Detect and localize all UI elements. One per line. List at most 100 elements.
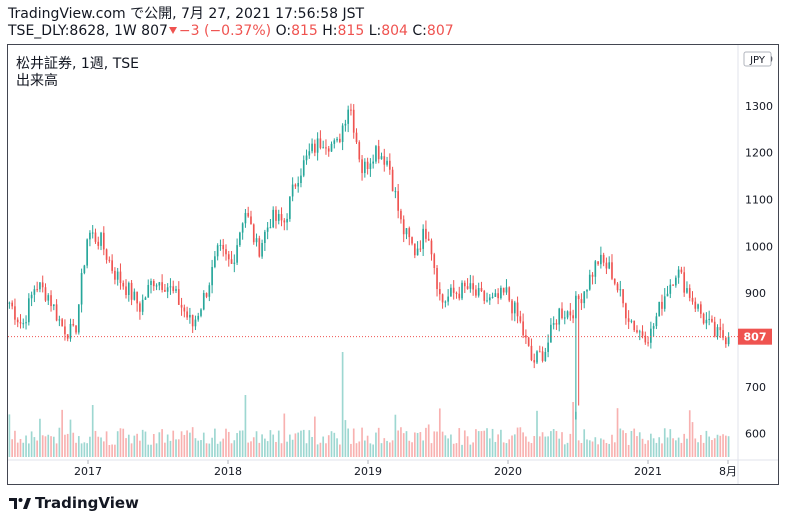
candle-body xyxy=(16,319,19,323)
volume-bar xyxy=(663,428,666,457)
candle-body xyxy=(44,287,47,301)
volume-bar xyxy=(258,442,261,457)
candle-body xyxy=(625,303,627,319)
volume-bar xyxy=(33,437,36,457)
candle-body xyxy=(314,143,316,153)
candle-body xyxy=(361,159,363,174)
candle-body xyxy=(286,218,288,223)
open-value: 815 xyxy=(291,23,318,39)
currency-badge xyxy=(743,51,772,67)
volume-bar xyxy=(152,434,155,457)
candle-body xyxy=(336,138,338,141)
candle-body xyxy=(611,262,613,279)
candle-body xyxy=(208,285,211,297)
candle-body xyxy=(316,138,319,153)
volume-bar xyxy=(425,427,427,457)
volume-bar xyxy=(316,444,319,457)
volume-bar xyxy=(450,434,452,457)
candle-body xyxy=(169,286,172,288)
volume-bar xyxy=(244,395,247,457)
candle-body xyxy=(327,148,330,152)
volume-bar xyxy=(325,443,327,457)
candle-body xyxy=(558,308,561,325)
candle-body xyxy=(280,214,283,221)
candle-body xyxy=(686,288,688,293)
candle-body xyxy=(41,282,44,288)
volume-bar xyxy=(86,443,88,457)
candle-body xyxy=(408,228,411,238)
volume-bar xyxy=(333,432,336,457)
volume-bar xyxy=(375,432,377,457)
price-tick-label: 1000 xyxy=(745,240,773,253)
candle-body xyxy=(391,169,394,192)
candle-body xyxy=(377,146,380,160)
volume-bar xyxy=(155,443,158,457)
volume-bar xyxy=(472,442,474,457)
chart-frame[interactable] xyxy=(7,44,779,485)
volume-bar xyxy=(277,430,280,457)
candle-body xyxy=(675,277,677,286)
candle-body xyxy=(569,311,572,316)
volume-bar xyxy=(266,441,269,457)
volume-bar xyxy=(14,430,16,457)
candle-body xyxy=(300,175,302,184)
time-tick-label: 2017 xyxy=(74,465,102,478)
candle-body xyxy=(466,286,469,289)
volume-bar xyxy=(702,442,705,457)
candle-body xyxy=(239,232,241,246)
volume-bar xyxy=(225,428,227,457)
tradingview-logo[interactable]: TradingView xyxy=(9,494,139,512)
volume-bar xyxy=(16,442,19,457)
volume-bar xyxy=(114,444,116,457)
price-tick-label: 1300 xyxy=(745,100,773,113)
volume-bar xyxy=(219,441,222,457)
candle-body xyxy=(397,191,399,211)
candle-body xyxy=(694,301,697,309)
volume-bar xyxy=(416,432,419,457)
candle-body xyxy=(711,318,713,322)
candle-body xyxy=(308,151,311,156)
candle-body xyxy=(25,322,27,324)
candle-body xyxy=(39,282,41,290)
volume-bar xyxy=(111,444,113,457)
time-tick-label: 8月 xyxy=(719,465,737,478)
volume-bar xyxy=(116,431,119,457)
candle-body xyxy=(150,281,152,285)
down-arrow-icon xyxy=(168,27,177,34)
volume-bar xyxy=(433,431,436,457)
candle-body xyxy=(277,214,280,221)
volume-bar xyxy=(250,441,252,457)
volume-bar xyxy=(650,433,652,457)
volume-bar xyxy=(286,441,288,457)
volume-bar xyxy=(294,433,297,457)
low-label: L: xyxy=(368,23,382,39)
candle-body xyxy=(661,301,663,309)
volume-bar xyxy=(588,440,591,457)
volume-bar xyxy=(341,352,344,457)
candle-body xyxy=(102,232,105,250)
volume-bar xyxy=(222,438,225,457)
candle-body xyxy=(205,293,208,297)
volume-bar xyxy=(358,441,361,457)
candle-body xyxy=(416,248,419,256)
volume-bar xyxy=(444,435,447,457)
candle-body xyxy=(533,360,536,363)
candle-body xyxy=(189,314,191,318)
volume-bar xyxy=(452,443,455,457)
candle-body xyxy=(419,248,422,250)
candle-body xyxy=(166,287,169,292)
candle-body xyxy=(566,311,569,318)
candle-body xyxy=(77,304,80,333)
volume-bar xyxy=(708,436,711,457)
volume-bar xyxy=(477,431,480,457)
volume-bar xyxy=(66,433,69,457)
candle-body xyxy=(133,291,136,300)
volume-bar xyxy=(505,443,508,457)
volume-bar xyxy=(522,432,524,457)
candle-body xyxy=(702,313,705,324)
volume-bar xyxy=(461,444,463,457)
candle-body xyxy=(461,282,463,299)
candle-body xyxy=(136,291,138,304)
volume-bar xyxy=(100,437,102,457)
